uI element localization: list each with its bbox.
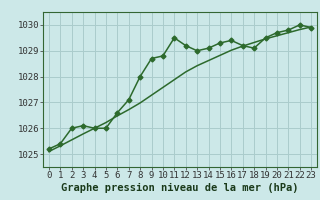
X-axis label: Graphe pression niveau de la mer (hPa): Graphe pression niveau de la mer (hPa) [61,183,299,193]
